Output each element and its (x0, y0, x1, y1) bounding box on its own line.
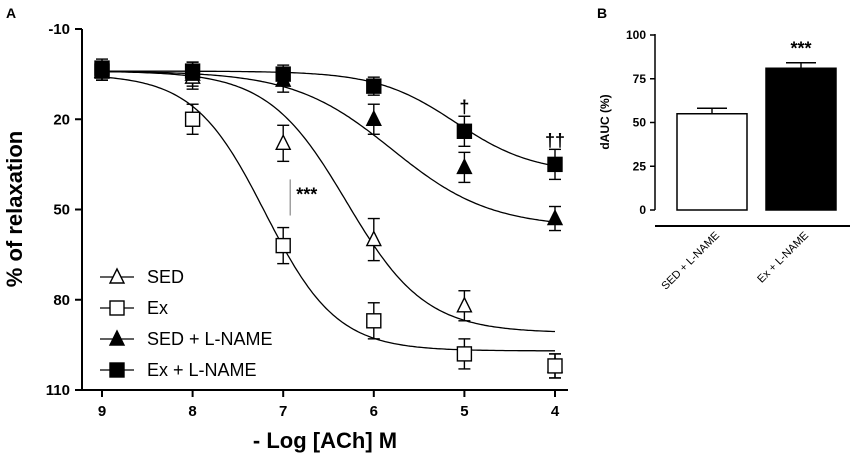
bar (676, 113, 748, 211)
filled-square-marker (275, 66, 291, 82)
filled-square-marker (456, 123, 473, 139)
bars: SED + L-NAME Ex + L-NAME (659, 62, 837, 293)
b-y-axis-label: dAUC (%) (598, 94, 612, 149)
dauc-bar-chart: 0 25 50 75 100 SED + L-NAME Ex + L-NAME *** d… (598, 28, 850, 292)
filled-triangle-marker (365, 109, 382, 126)
y-axis-label: % of relaxation (2, 131, 27, 287)
filled-triangle-marker (108, 329, 126, 346)
open-square-marker (366, 313, 382, 329)
bar-category-label: SED + L-NAME (659, 230, 722, 293)
open-square-marker (456, 346, 473, 362)
bar (765, 67, 837, 211)
open-square-marker (547, 358, 563, 374)
fit-curves (101, 70, 556, 352)
filled-triangle-marker (456, 157, 473, 175)
filled-square-marker (547, 156, 563, 173)
b-y-tick-label: 75 (633, 72, 647, 86)
legend-label: Ex + L-NAME (147, 360, 257, 380)
x-axis-label: - Log [ACh] M (253, 428, 397, 453)
open-square-marker (109, 300, 125, 316)
open-triangle-marker (108, 267, 126, 284)
annotation-text: †† (545, 130, 565, 150)
b-y-tick-label: 0 (639, 203, 646, 217)
fit-curve (101, 76, 555, 352)
y-tick-label: -10 (48, 21, 70, 38)
filled-square-marker (184, 63, 201, 79)
b-y-tick-label: 25 (633, 159, 647, 173)
b-y-tick-label: 50 (633, 116, 647, 130)
y-tick-label: 80 (53, 292, 70, 309)
open-square-marker (275, 237, 291, 254)
open-triangle-marker (456, 296, 473, 313)
b-significance-annotations: *** (790, 38, 811, 58)
fit-curve (101, 70, 555, 333)
x-tick-label: 7 (279, 403, 287, 420)
x-tick-label: 8 (188, 403, 196, 420)
y-tick-label: 110 (46, 382, 70, 399)
legend-label: Ex (147, 298, 168, 318)
x-tick-label: 9 (98, 403, 106, 420)
panel-b-label: B (597, 5, 607, 21)
annotation-text: † (459, 97, 469, 117)
filled-square-marker (109, 362, 125, 378)
x-tick-label: 6 (370, 403, 378, 420)
legend: SED Ex SED + L-NAME Ex + L-NAME (100, 267, 273, 380)
y-tick-label: 50 (53, 202, 70, 219)
open-triangle-marker (365, 230, 382, 247)
b-axis-ticks: 0 25 50 75 100 (626, 28, 655, 217)
b-y-tick-label: 100 (626, 28, 646, 42)
x-tick-label: 4 (551, 403, 560, 420)
filled-square-marker (366, 78, 382, 94)
x-tick-label: 5 (460, 403, 468, 420)
open-triangle-marker (275, 133, 292, 151)
panel-a-label: A (6, 5, 16, 21)
significance-annotations: ***††† (289, 97, 565, 216)
fit-curve (101, 70, 556, 223)
bar-category-label: Ex + L-NAME (755, 230, 811, 286)
annotation-text: *** (296, 184, 317, 204)
y-tick-label: 20 (53, 111, 70, 128)
filled-square-marker (94, 60, 110, 76)
b-annotation-text: *** (790, 38, 811, 58)
data-markers (93, 60, 564, 374)
filled-triangle-marker (546, 208, 564, 226)
legend-label: SED + L-NAME (147, 329, 273, 349)
legend-label: SED (147, 267, 184, 287)
open-square-marker (184, 111, 201, 127)
axis-ticks: 9 8 7 6 5 4 -10 20 50 80 110 (46, 21, 560, 420)
fit-curve (102, 70, 556, 167)
